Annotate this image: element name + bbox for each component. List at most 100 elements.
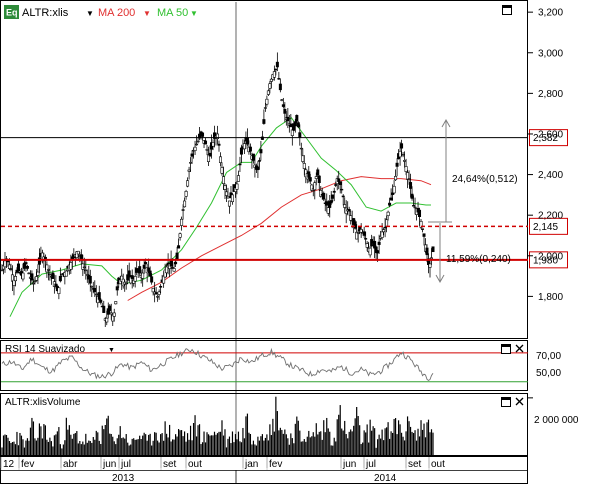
- candle-body: [226, 196, 230, 199]
- candle-body: [90, 285, 94, 288]
- level-label: 2,145: [533, 222, 558, 233]
- level-label-box: [529, 217, 568, 235]
- x-tick-label: jun: [342, 459, 356, 470]
- candle-body: [349, 215, 353, 221]
- candle-body: [259, 149, 263, 154]
- candle-body: [172, 268, 176, 272]
- price-panel: [0, 0, 528, 339]
- candle-body: [353, 221, 357, 229]
- candle-body: [46, 269, 50, 271]
- candle-body: [227, 200, 231, 207]
- candle-body: [404, 166, 408, 172]
- horizontal-levels: 2,582 2,145 1,980: [1, 129, 568, 269]
- down-move-arrow: [435, 223, 445, 284]
- candle-body: [413, 206, 417, 209]
- candle-body: [281, 104, 285, 107]
- candle-body: [186, 180, 190, 187]
- candle-body: [141, 272, 145, 279]
- candle-body: [407, 178, 411, 180]
- candle-body: [277, 78, 281, 80]
- rsi-dropdown-icon[interactable]: ▼: [108, 347, 115, 354]
- candle-body: [430, 257, 434, 260]
- candle-body: [368, 247, 372, 256]
- ma200-legend[interactable]: MA 200: [98, 7, 135, 19]
- candle-body: [217, 143, 221, 146]
- x-tick-label: set: [163, 459, 177, 470]
- year-label: 2014: [374, 473, 397, 484]
- ma200-dropdown-icon[interactable]: ▼: [143, 9, 151, 18]
- rsi-close-button[interactable]: [515, 344, 524, 353]
- x-axis-panel: [0, 456, 528, 484]
- candle-body: [299, 147, 303, 150]
- rsi-maximize-button[interactable]: [501, 344, 511, 354]
- candle-body: [124, 282, 128, 285]
- candle-body: [33, 280, 37, 283]
- x-tick-label: jul: [365, 459, 376, 470]
- candle-body: [340, 188, 344, 191]
- candle-body: [7, 264, 11, 269]
- candle-body: [193, 146, 197, 151]
- candle-body: [377, 241, 381, 245]
- candle-body: [130, 275, 134, 279]
- x-tick-label: jul: [120, 459, 131, 470]
- candle-body: [419, 220, 423, 228]
- volume-close-button[interactable]: [515, 397, 524, 406]
- x-tick-label: 12: [3, 459, 15, 470]
- candle-body: [99, 299, 103, 303]
- ma50-dropdown-icon[interactable]: ▼: [190, 9, 198, 18]
- y-tick-label: 1,800: [538, 292, 563, 303]
- level-label-box: [529, 251, 568, 269]
- candle-body: [293, 121, 297, 127]
- candle-body: [334, 184, 338, 186]
- candle-body: [204, 140, 208, 145]
- candle-body: [283, 109, 287, 114]
- ma50-legend[interactable]: MA 50: [157, 7, 188, 19]
- candle-body: [251, 153, 255, 161]
- candle-body: [289, 123, 293, 128]
- up-move-arrow: [428, 118, 452, 223]
- candle-body: [82, 266, 86, 269]
- candle-body: [24, 262, 28, 265]
- candle-body: [108, 305, 112, 311]
- candle-body: [272, 71, 276, 78]
- candle-body: [337, 178, 341, 182]
- volume-maximize-button[interactable]: [501, 397, 511, 407]
- symbol-dropdown-icon[interactable]: ▼: [86, 9, 94, 18]
- y-tick-label: 2,200: [538, 211, 563, 222]
- candlestick-series: [0, 52, 435, 327]
- candle-body: [37, 257, 41, 265]
- candle-body: [220, 167, 224, 174]
- candle-body: [34, 276, 38, 281]
- candle-body: [392, 185, 396, 194]
- candle-body: [400, 143, 404, 149]
- rsi-title[interactable]: RSI 14 Suavizado: [5, 344, 85, 355]
- candle-body: [263, 107, 267, 109]
- candle-body: [245, 137, 249, 145]
- candle-body: [325, 201, 329, 206]
- candle-body: [127, 270, 131, 278]
- price-maximize-button[interactable]: [502, 5, 512, 15]
- candle-body: [109, 312, 113, 315]
- candle-body: [150, 276, 154, 283]
- candle-body: [144, 262, 148, 265]
- candle-body: [257, 160, 261, 162]
- candle-body: [313, 182, 317, 191]
- candle-body: [428, 263, 432, 268]
- candle-body: [410, 193, 414, 199]
- candle-body: [389, 197, 393, 201]
- candle-body: [275, 61, 279, 68]
- candle-body: [159, 285, 163, 288]
- candle-body: [97, 292, 101, 300]
- symbol-selector[interactable]: ALTR:xlis: [22, 7, 69, 19]
- candle-body: [64, 270, 68, 277]
- candle-body: [151, 287, 155, 293]
- candle-body: [224, 191, 228, 196]
- candle-body: [177, 245, 181, 249]
- candle-body: [382, 229, 386, 233]
- candle-body: [256, 166, 260, 171]
- candle-body: [48, 273, 52, 276]
- level-label: 1,980: [533, 255, 558, 266]
- candle-body: [69, 262, 73, 270]
- equity-logo-icon: [4, 5, 19, 19]
- volume-title: ALTR:xlisVolume: [5, 397, 81, 408]
